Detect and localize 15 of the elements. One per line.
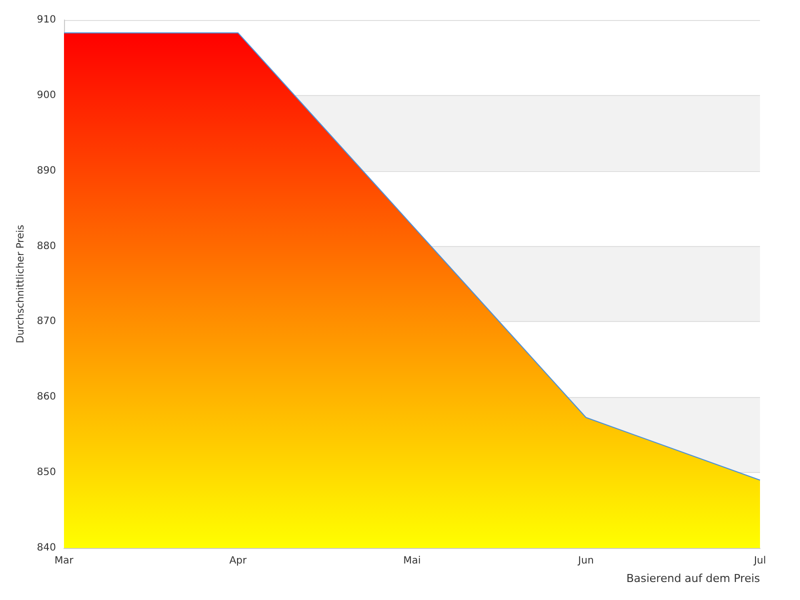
y-tick-label: 870 — [36, 316, 56, 328]
y-tick-label: 860 — [36, 392, 56, 403]
y-tick-label: 890 — [36, 165, 56, 176]
y-tick-label: 840 — [36, 542, 56, 554]
x-tick-label: Jul — [752, 556, 766, 566]
y-tick-label: 850 — [36, 467, 56, 478]
x-tick-label: Mar — [54, 556, 74, 566]
y-tick-label: 880 — [36, 240, 56, 252]
x-tick-label: Mai — [403, 556, 421, 566]
y-tick-label: 910 — [36, 14, 56, 26]
x-tick-label: Apr — [229, 556, 248, 566]
y-axis-title: Durchschnittlicher Preis — [16, 224, 26, 344]
y-tick-label: 900 — [36, 90, 56, 101]
x-tick-label: Jun — [577, 556, 594, 566]
text: Basierend auf dem Preis — [626, 572, 760, 585]
